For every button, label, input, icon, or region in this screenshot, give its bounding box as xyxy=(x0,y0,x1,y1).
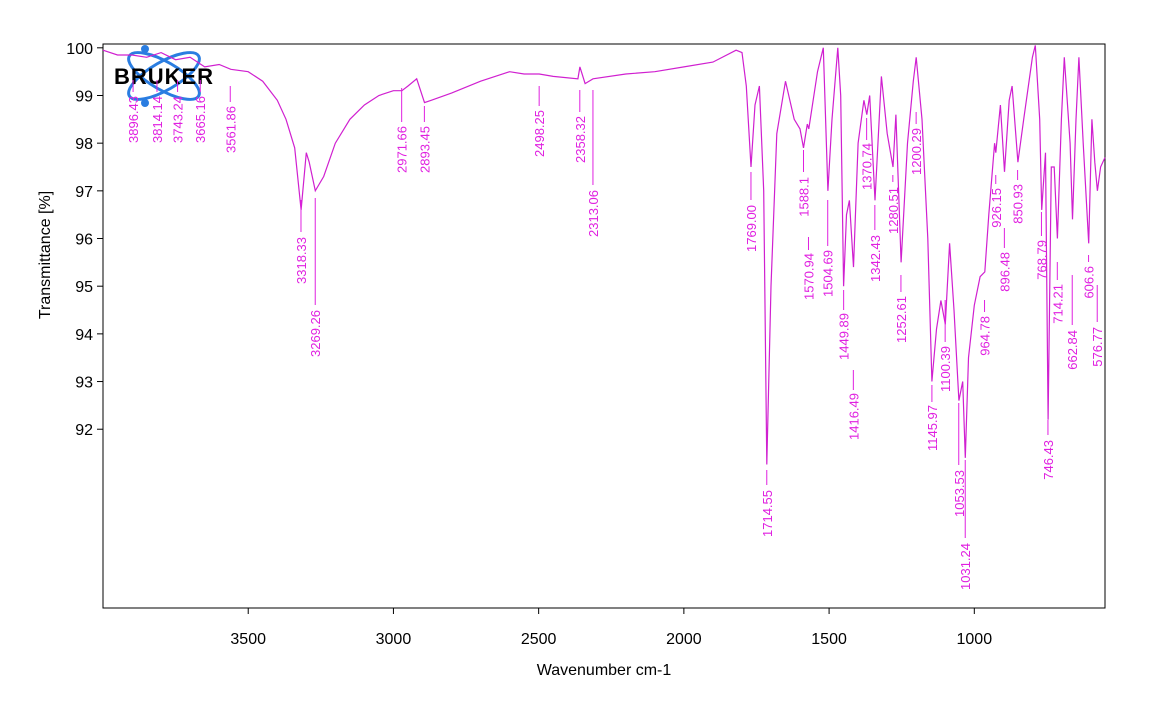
y-tick-label: 95 xyxy=(75,279,93,296)
logo-text: BRUKER xyxy=(114,64,214,89)
peak-label: 850.93 xyxy=(1011,184,1026,224)
peak-label: 2358.32 xyxy=(573,116,588,163)
x-tick-label: 2000 xyxy=(666,631,702,648)
peak-label: 662.84 xyxy=(1065,330,1080,370)
logo: BRUKER xyxy=(114,45,214,107)
peak-label: 2498.25 xyxy=(532,110,547,157)
peak-label: 1769.00 xyxy=(744,205,759,252)
y-tick-label: 96 xyxy=(75,232,93,249)
x-axis-label: Wavenumber cm-1 xyxy=(537,662,672,679)
peak-label: 2313.06 xyxy=(586,190,601,237)
y-tick-label: 99 xyxy=(75,88,93,105)
y-tick-label: 92 xyxy=(75,422,93,439)
peak-label: 1570.94 xyxy=(802,253,817,300)
spectrum-line xyxy=(102,45,1106,465)
logo-dot xyxy=(141,99,149,107)
peak-label: 1053.53 xyxy=(952,470,967,517)
y-tick-label: 94 xyxy=(75,327,93,344)
peak-label: 768.79 xyxy=(1035,240,1050,280)
y-tick-label: 93 xyxy=(75,375,93,392)
x-tick-label: 3500 xyxy=(230,631,266,648)
logo-dot xyxy=(141,45,149,53)
peak-label: 3318.33 xyxy=(294,237,309,284)
peak-label: 2893.45 xyxy=(417,126,432,173)
peak-label: 1370.74 xyxy=(860,143,875,190)
peak-label: 1280.51 xyxy=(886,187,901,234)
logo-orbit xyxy=(127,51,201,101)
peak-label: 3269.26 xyxy=(308,310,323,357)
y-tick-label: 97 xyxy=(75,184,93,201)
peak-label: 1100.39 xyxy=(938,346,953,392)
x-tick-label: 1500 xyxy=(811,631,847,648)
peak-label: 926.15 xyxy=(989,188,1004,228)
peak-label: 606.6 xyxy=(1082,266,1097,299)
peak-label: 896.48 xyxy=(997,252,1012,292)
peak-label: 1588.1 xyxy=(797,177,812,217)
peak-label: 1416.49 xyxy=(846,393,861,440)
peak-label: 3665.16 xyxy=(193,96,208,143)
plot-frame xyxy=(102,43,1106,609)
peak-label: 714.21 xyxy=(1050,284,1065,324)
peak-label: 1342.43 xyxy=(868,235,883,282)
peak-label: 1449.89 xyxy=(837,313,852,360)
peak-label: 1714.55 xyxy=(760,490,775,537)
peak-label: 746.43 xyxy=(1041,440,1056,480)
peak-label: 3743.24 xyxy=(171,96,186,143)
peak-label: 1031.24 xyxy=(958,543,973,590)
peak-label: 3561.86 xyxy=(223,106,238,153)
peak-label: 964.78 xyxy=(978,316,993,356)
peak-label: 1145.97 xyxy=(925,405,940,451)
y-tick-label: 100 xyxy=(66,41,93,58)
peak-label: 1252.61 xyxy=(894,296,909,343)
peak-label: 1504.69 xyxy=(821,250,836,297)
peak-label: 3814.14 xyxy=(150,96,165,143)
peak-label: 3896.43 xyxy=(126,96,141,143)
x-tick-label: 1000 xyxy=(957,631,993,648)
peak-label: 1200.29 xyxy=(909,128,924,175)
peak-label: 576.77 xyxy=(1090,327,1105,367)
x-tick-label: 2500 xyxy=(521,631,557,648)
peak-label: 2971.66 xyxy=(395,126,410,173)
y-tick-label: 98 xyxy=(75,136,93,153)
y-axis-label: Transmittance [%] xyxy=(37,191,54,319)
x-tick-label: 3000 xyxy=(376,631,412,648)
